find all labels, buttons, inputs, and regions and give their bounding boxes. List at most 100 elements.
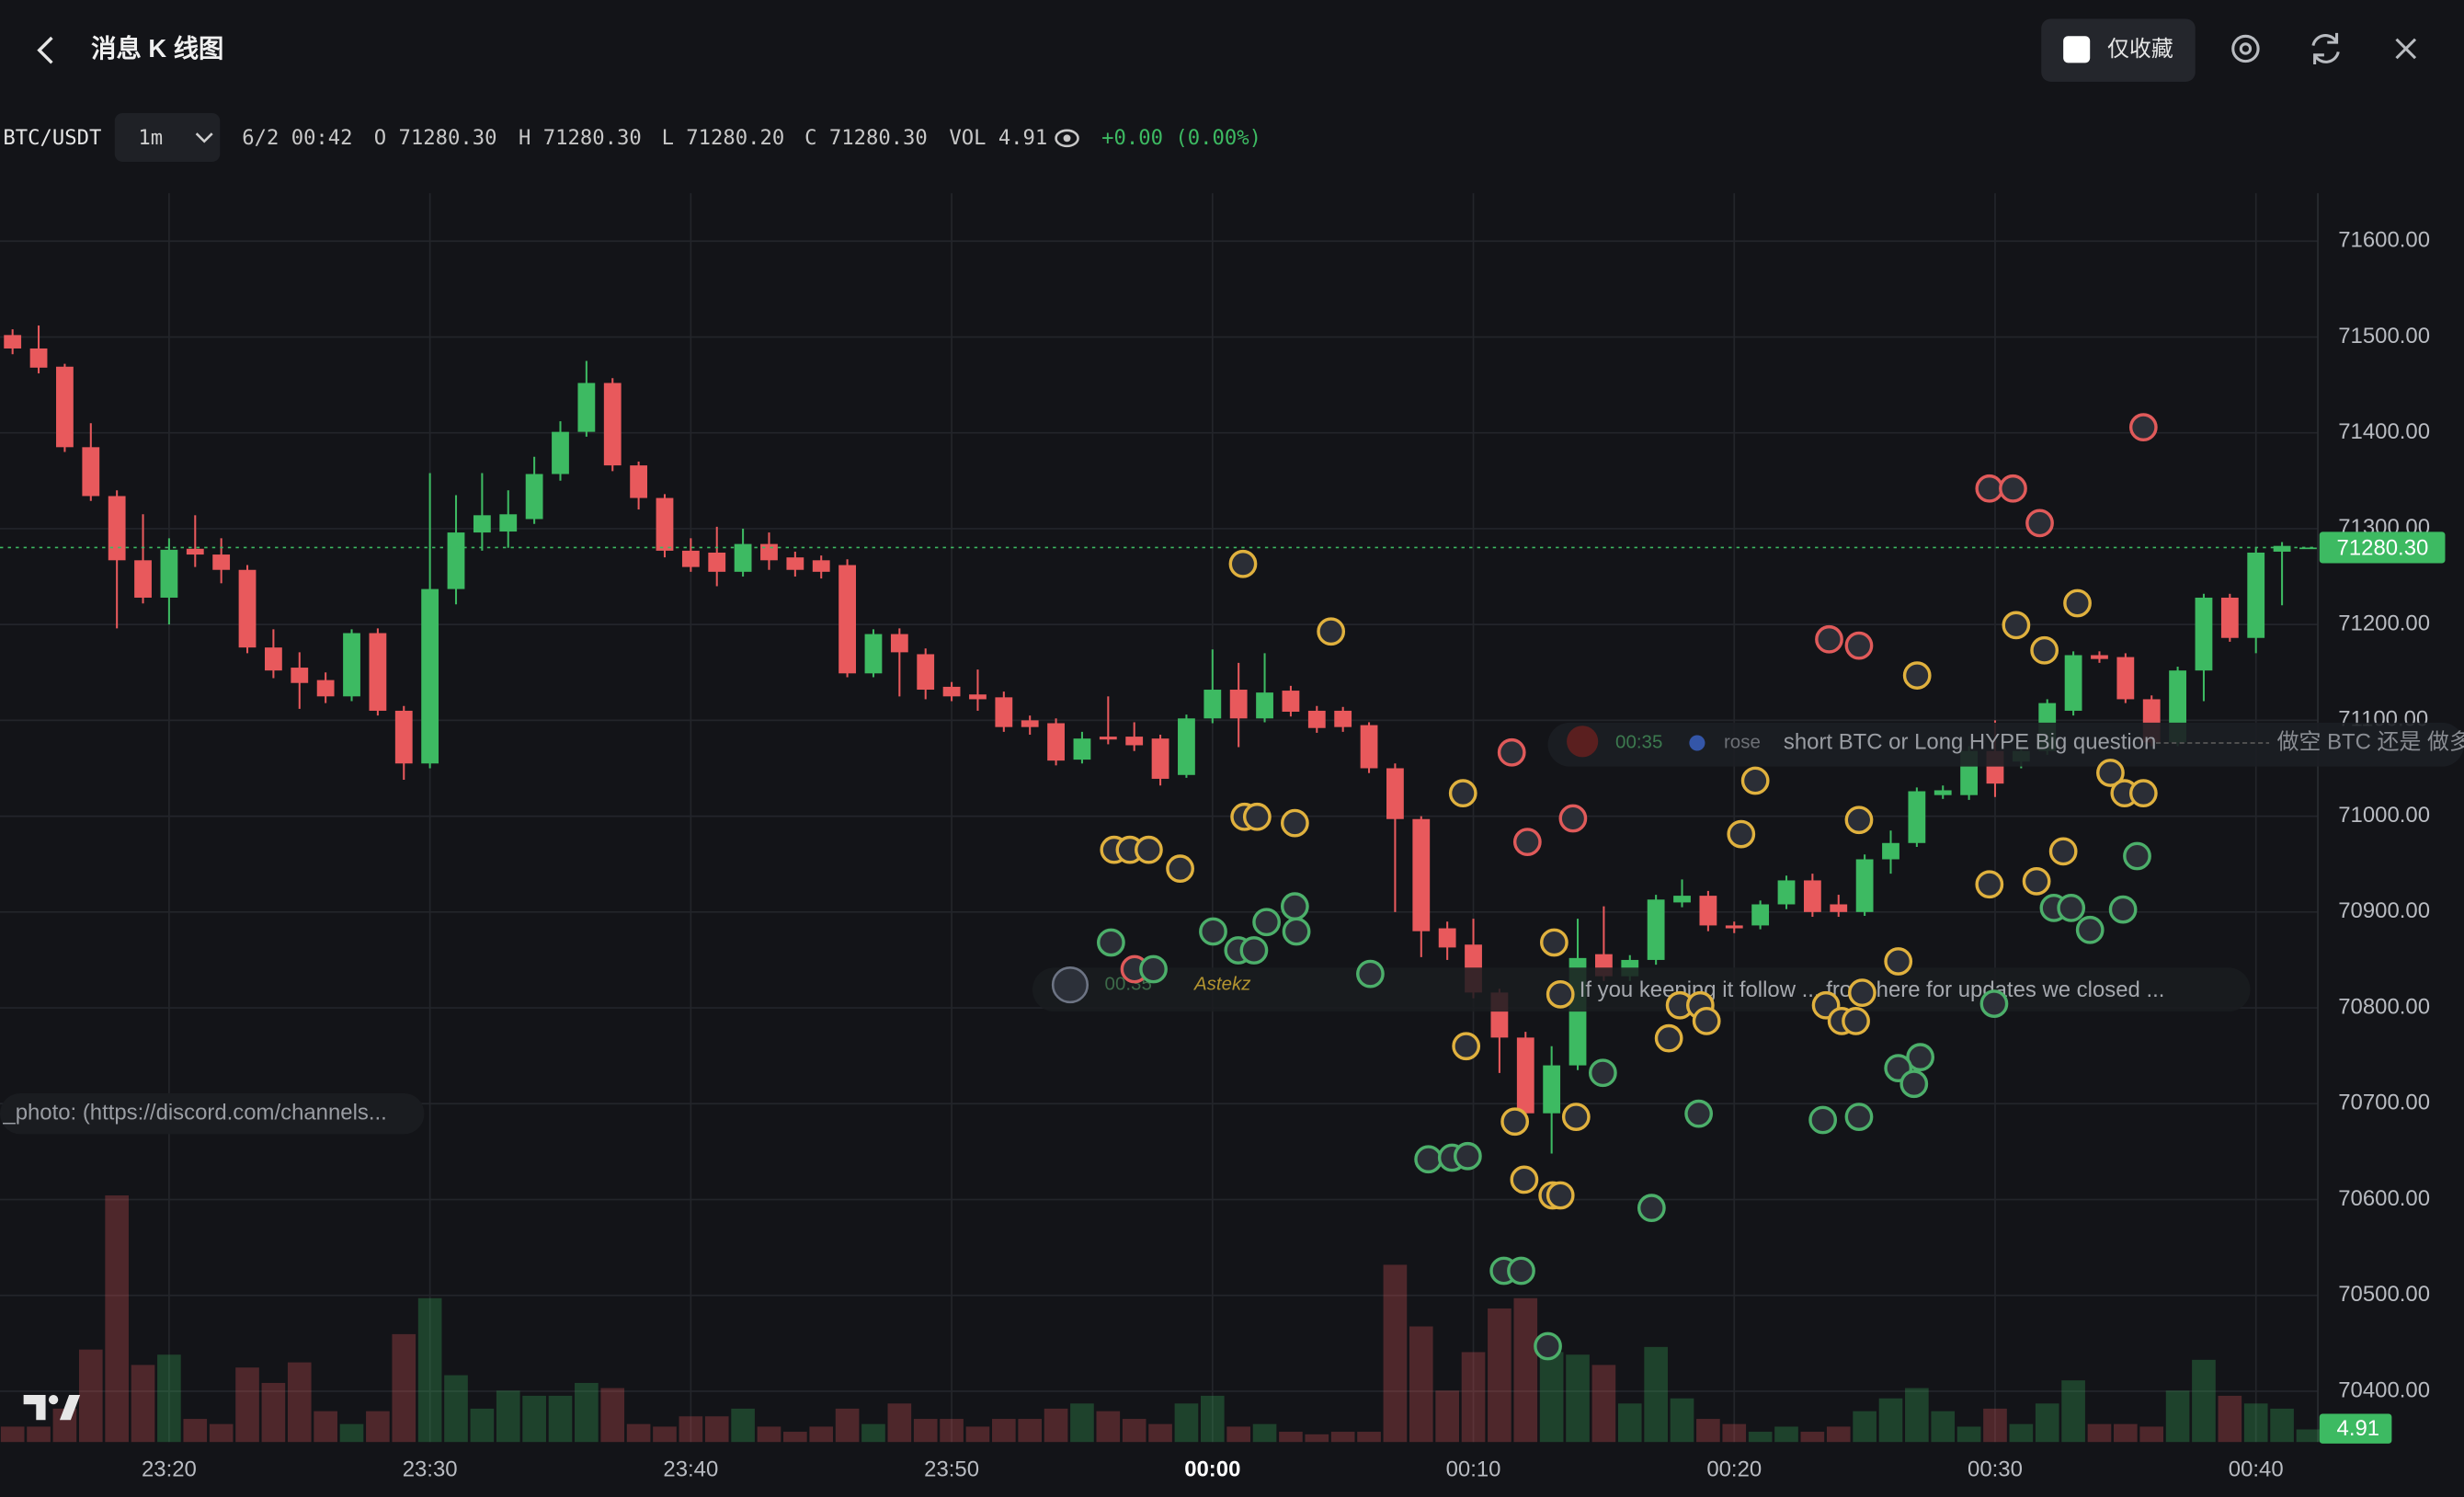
close-button[interactable] [2395, 38, 2417, 60]
candle-body [1203, 690, 1222, 719]
message-avatar[interactable] [1242, 802, 1272, 831]
message-avatar[interactable] [1815, 624, 1843, 654]
message-user: rose [1724, 731, 1761, 752]
message-avatar[interactable] [2030, 635, 2059, 665]
message-avatar[interactable] [2048, 837, 2078, 866]
y-tick-label: 71600.00 [2338, 228, 2430, 253]
volume-bar [131, 1365, 155, 1443]
message-avatar[interactable] [1546, 979, 1575, 1009]
message-avatar[interactable] [1899, 1069, 1929, 1099]
message-avatar[interactable] [1135, 835, 1163, 864]
message-avatar[interactable] [1166, 854, 1194, 884]
message-avatar[interactable] [1975, 870, 2004, 899]
message-avatar[interactable] [2123, 841, 2151, 871]
message-avatar[interactable] [2096, 759, 2125, 787]
volume-bar [1696, 1419, 1720, 1443]
volume-bar [1513, 1297, 1538, 1443]
message-avatar[interactable] [1280, 808, 1309, 838]
message-avatar[interactable] [1539, 928, 1569, 957]
visibility-toggle[interactable] [1055, 129, 1079, 148]
message-avatar[interactable] [2022, 866, 2051, 896]
message-avatar[interactable] [2128, 413, 2158, 442]
message-avatar[interactable] [1199, 917, 1227, 946]
message-avatar[interactable] [1902, 661, 1932, 690]
message-avatar[interactable] [1637, 1194, 1666, 1223]
message-avatar[interactable] [2108, 895, 2138, 924]
message-avatar[interactable] [1534, 1331, 1562, 1361]
message-avatar[interactable] [1139, 954, 1168, 984]
message-avatar[interactable] [2128, 779, 2158, 808]
message-avatar[interactable] [1558, 804, 1588, 833]
message-avatar[interactable] [1842, 1007, 1870, 1035]
message-avatar[interactable] [1654, 1023, 1683, 1053]
message-avatar[interactable] [2075, 915, 2105, 944]
legend-high: H 71280.30 [519, 126, 642, 150]
message-text: _photo: (https://discord.com/channels... [2, 1100, 386, 1125]
message-avatar[interactable] [1252, 908, 1281, 937]
message-avatar[interactable] [1844, 806, 1874, 835]
message-avatar[interactable] [1561, 1103, 1591, 1131]
checkbox[interactable] [2063, 36, 2091, 63]
plot: 70400.00 70500.00 70600.00 70700.00 70800.00… [0, 193, 2464, 1481]
x-tick-label: 00:30 [1968, 1457, 2023, 1481]
message-avatar[interactable] [1097, 928, 1125, 957]
message-avatar[interactable] [1282, 917, 1311, 946]
candle-body [1099, 737, 1117, 740]
volume-bar [1748, 1432, 1773, 1443]
message-avatar[interactable] [1546, 1181, 1575, 1210]
price-badge [2319, 531, 2446, 564]
candle-body [1021, 720, 1039, 727]
x-tick-label: 00:40 [2229, 1457, 2284, 1481]
candle-body [864, 634, 883, 674]
message-avatar[interactable] [1979, 989, 2009, 1018]
candle-body [473, 515, 491, 533]
message-avatar[interactable] [1239, 936, 1269, 965]
candle-body [1438, 928, 1456, 948]
message-avatar[interactable] [2057, 894, 2086, 922]
volume-bar [1305, 1434, 1329, 1443]
message-avatar[interactable] [1906, 1043, 1935, 1072]
message-avatar[interactable] [1684, 1099, 1714, 1128]
message-avatar[interactable] [1356, 959, 1385, 988]
candle-body [1047, 723, 1065, 761]
message-avatar[interactable] [1317, 617, 1346, 646]
volume-bar [913, 1419, 938, 1443]
message-avatar[interactable] [1692, 1007, 1721, 1035]
favorites-toggle[interactable]: 仅收藏 [2041, 18, 2196, 82]
volume-bar [2139, 1426, 2164, 1443]
message-avatar[interactable] [1844, 631, 1874, 660]
message-avatar[interactable] [1510, 1165, 1539, 1194]
message-avatar[interactable] [1844, 1103, 1874, 1131]
x-tick-label: 00:20 [1706, 1457, 1762, 1481]
symbol: BTC/USDT [3, 126, 101, 150]
candle-body [917, 654, 935, 691]
message-avatar[interactable] [1228, 549, 1258, 578]
message-avatar[interactable] [1453, 1141, 1482, 1171]
settings-button[interactable] [2231, 34, 2260, 63]
volume-bar [27, 1426, 51, 1443]
message-avatar[interactable] [1884, 947, 1913, 976]
message-avatar[interactable] [1975, 474, 2004, 503]
message-avatar[interactable] [1414, 1145, 1443, 1174]
refresh-button[interactable] [2311, 32, 2340, 65]
message-avatar[interactable] [1500, 1107, 1530, 1137]
message-avatar[interactable] [1497, 737, 1526, 767]
message-avatar[interactable] [1512, 828, 1542, 857]
message-avatar[interactable] [1280, 892, 1309, 921]
message-avatar[interactable] [1507, 1256, 1535, 1286]
message-avatar[interactable] [1847, 978, 1877, 1008]
interval-select[interactable]: 1m [114, 112, 221, 162]
message-avatar[interactable] [2002, 611, 2031, 640]
message-avatar[interactable] [1452, 1032, 1481, 1061]
message-avatar[interactable] [1999, 474, 2027, 503]
message-avatar[interactable] [1588, 1058, 1617, 1088]
message-avatar[interactable] [1727, 819, 1756, 849]
volume-bar [861, 1423, 885, 1443]
message-avatar[interactable] [2025, 509, 2054, 538]
message-avatar[interactable] [1448, 779, 1477, 808]
message-avatar[interactable] [2063, 589, 2092, 618]
message-avatar[interactable] [1808, 1105, 1838, 1135]
back-button[interactable] [37, 36, 53, 64]
candle-body [1934, 790, 1952, 795]
message-avatar[interactable] [1740, 766, 1770, 795]
